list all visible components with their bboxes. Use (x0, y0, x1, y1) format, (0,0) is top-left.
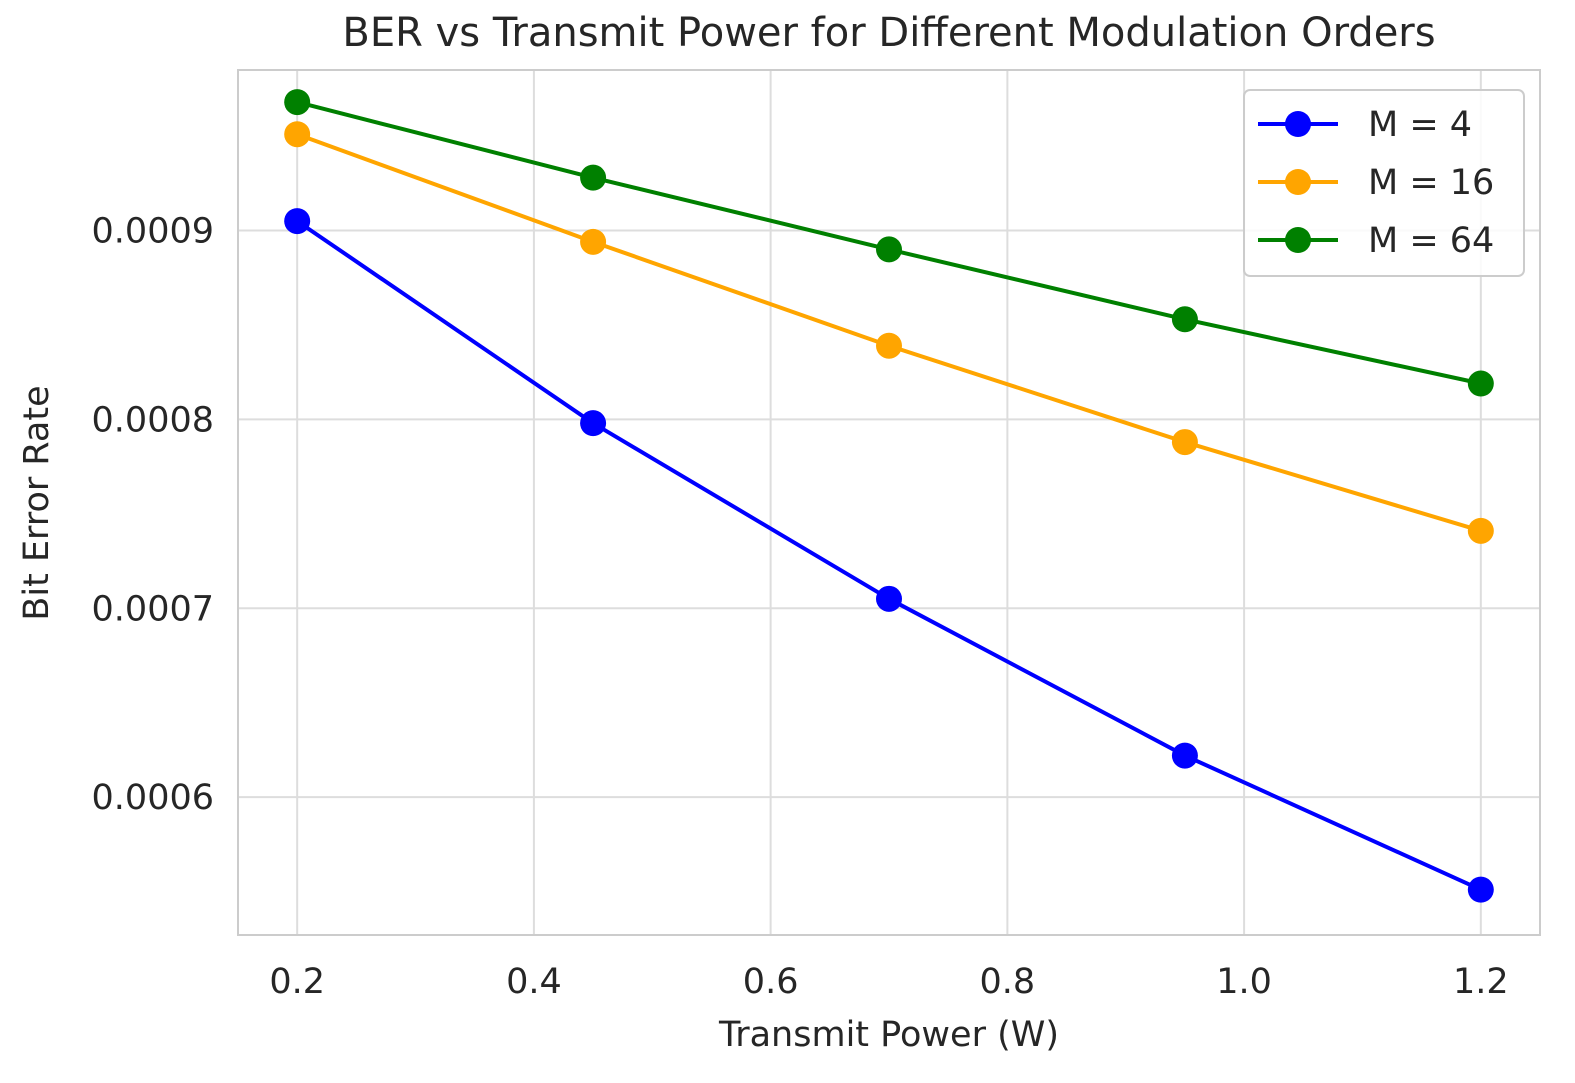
x-tick-label: 0.6 (743, 962, 799, 1002)
x-tick-label: 1.0 (1216, 962, 1272, 1002)
data-point (876, 585, 902, 612)
data-point (876, 236, 902, 263)
data-point (1171, 742, 1198, 769)
x-tick-label: 0.4 (506, 962, 562, 1002)
y-tick-label: 0.0007 (92, 589, 214, 629)
data-point (1171, 429, 1198, 456)
legend-box (1243, 89, 1525, 277)
legend-item: M = 16 (1258, 163, 1494, 203)
data-point (284, 89, 311, 116)
series-3 (284, 89, 1494, 397)
data-point (1467, 876, 1494, 903)
series-1 (284, 208, 1494, 903)
x-tick-label: 0.2 (269, 962, 325, 1002)
legend-label: M = 16 (1368, 163, 1494, 203)
data-point (284, 208, 311, 235)
legend-label: M = 4 (1368, 105, 1472, 145)
data-point (876, 332, 902, 359)
legend-label: M = 64 (1368, 221, 1494, 261)
data-point (580, 410, 607, 437)
data-point (580, 164, 607, 191)
data-point (284, 121, 311, 148)
legend-item: M = 64 (1258, 221, 1494, 261)
data-point (1171, 306, 1198, 333)
y-tick-label: 0.0008 (92, 400, 214, 440)
data-point (1467, 370, 1494, 397)
y-axis-ticks: 0.0006 0.0007 0.0008 0.0009 (92, 212, 214, 819)
legend-marker (1285, 111, 1311, 137)
series-layer (284, 89, 1494, 903)
y-tick-label: 0.0006 (92, 778, 214, 818)
legend-marker (1285, 227, 1311, 253)
legend: M = 4 M = 16 M = 64 (1243, 89, 1525, 277)
data-point (580, 228, 607, 255)
y-tick-label: 0.0009 (92, 212, 214, 252)
x-tick-label: 1.2 (1453, 962, 1509, 1002)
y-axis-label: Bit Error Rate (17, 385, 57, 620)
legend-marker (1285, 169, 1311, 195)
plot-frame (237, 69, 1541, 936)
x-axis-ticks: 0.2 0.4 0.6 0.8 1.0 1.2 (269, 962, 1508, 1002)
chart-title: BER vs Transmit Power for Different Modu… (342, 10, 1435, 56)
x-axis-label: Transmit Power (W) (718, 1015, 1059, 1055)
legend-item: M = 4 (1258, 105, 1472, 145)
series-2 (284, 121, 1494, 544)
x-tick-label: 0.8 (980, 962, 1036, 1002)
data-point (1467, 517, 1494, 544)
